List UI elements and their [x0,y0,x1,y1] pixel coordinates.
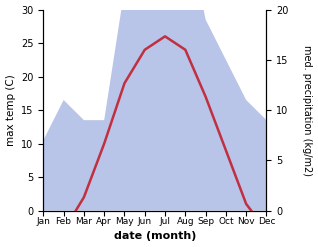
Y-axis label: med. precipitation (kg/m2): med. precipitation (kg/m2) [302,45,313,176]
Y-axis label: max temp (C): max temp (C) [5,74,16,146]
X-axis label: date (month): date (month) [114,231,196,242]
